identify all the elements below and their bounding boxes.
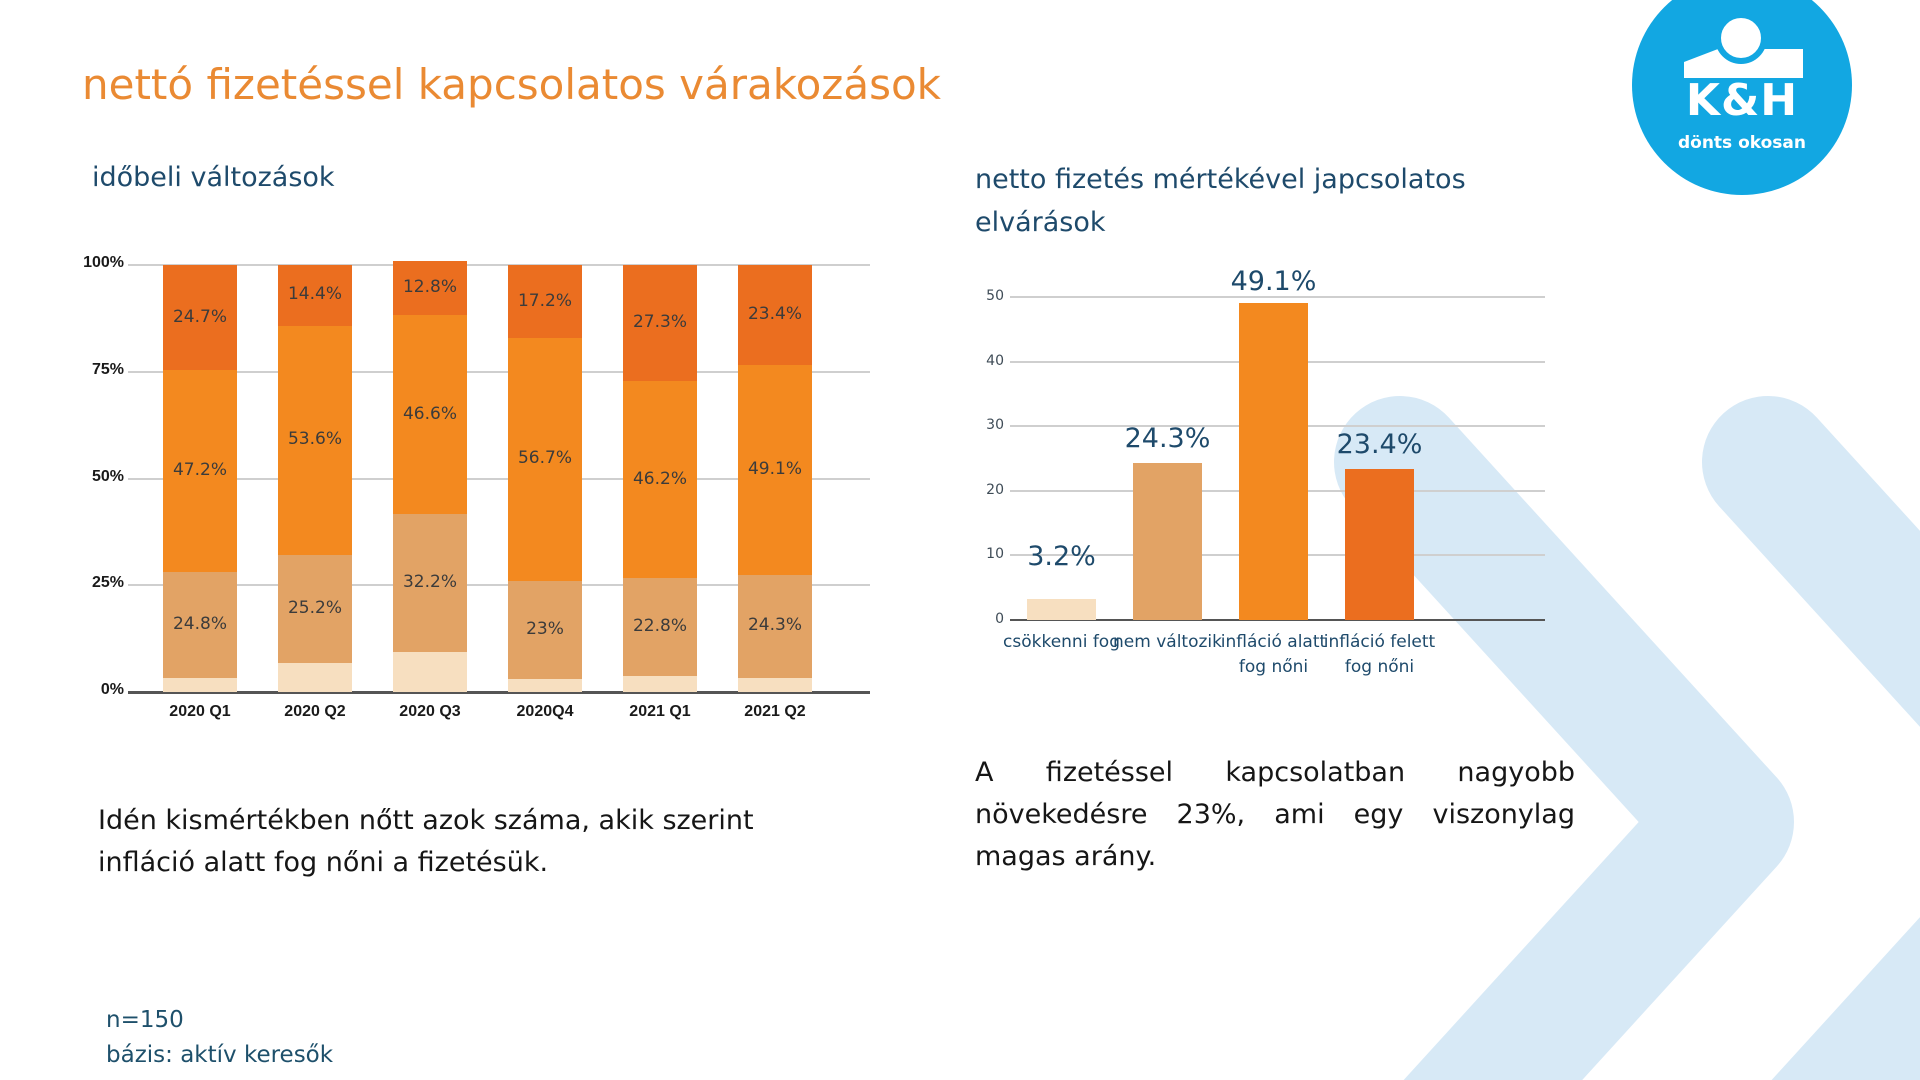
bar-value-label: 24.8% xyxy=(172,613,227,634)
y-tick-label: 0 xyxy=(995,611,1004,627)
bar-bar_cream xyxy=(1027,599,1096,620)
kh-logo-pictogram xyxy=(1684,12,1803,78)
y-tick-label: 0% xyxy=(100,681,124,698)
y-tick-label: 20 xyxy=(986,481,1004,498)
page-title: nettó fizetéssel kapcsolatos várakozások xyxy=(82,60,941,109)
chevron-shape-left xyxy=(1334,396,1794,1080)
bar-segment-bar_orange xyxy=(278,326,352,555)
sample-size: n=150 xyxy=(106,1007,184,1033)
bar-value-label: 23.4% xyxy=(747,303,802,324)
right-chart-title: netto fizetés mértékével japcsolatos elv… xyxy=(975,164,1466,239)
kh-logo: K&H dönts okosan xyxy=(1632,0,1852,195)
bar-segment-bar_deep_orange xyxy=(163,265,237,371)
bar-value-label: 47.2% xyxy=(172,460,227,481)
bar-bar_orange xyxy=(1239,302,1308,620)
bar-segment-bar_tan xyxy=(393,514,467,652)
bar-value-label: 27.3% xyxy=(632,311,687,332)
bar-value-label: 14.4% xyxy=(287,284,342,305)
bar-segment-bar_deep_orange xyxy=(623,264,697,382)
bar-value-label: 32.2% xyxy=(402,572,457,593)
bar-segment-bar_orange xyxy=(163,370,237,572)
base-description: bázis: aktív keresők xyxy=(106,1041,334,1068)
bar-segment-bar_tan xyxy=(623,578,697,676)
kh-logo-tagline: dönts okosan xyxy=(1677,133,1806,153)
category-label: infláció felett fog nőni xyxy=(1323,632,1436,677)
bar-value-label: 3.2% xyxy=(1027,541,1096,573)
left-chart-title: időbeli változások xyxy=(92,162,335,193)
bar-value-label: 56.7% xyxy=(517,448,572,469)
category-label: 2020 Q3 xyxy=(399,703,461,720)
y-tick-label: 50% xyxy=(91,467,124,485)
bar-segment-bar_orange xyxy=(623,381,697,579)
bar-segment-bar_orange xyxy=(738,364,812,575)
left-insight-text: Idén kismértékben nőtt azok száma, akik … xyxy=(98,805,754,878)
bar-chart: 0 10 20 30 40 50 3.2% csökkenni fog 24.3% nem vál… xyxy=(986,266,1590,705)
gridline xyxy=(128,584,870,587)
bar-bar_tan xyxy=(1133,463,1202,620)
gridline xyxy=(1010,296,1545,298)
y-tick-label: 30 xyxy=(986,417,1004,434)
bar-segment-bar_deep_orange xyxy=(278,264,352,327)
bar-value-label: 49.1% xyxy=(747,458,802,479)
bar-value-label: 24.3% xyxy=(747,615,802,636)
y-tick-label: 50 xyxy=(986,288,1004,304)
bar-segment-bar_orange xyxy=(508,338,582,581)
bar-segment-bar_cream xyxy=(278,662,352,692)
bar-segment-bar_cream xyxy=(623,675,697,692)
bar-value-label: 25.2% xyxy=(287,597,342,618)
stacked-bar-chart: 0%25%50%75%100%3.3%24.8%47.2%24.7%2020 Q… xyxy=(70,254,900,755)
category-label: nem változik xyxy=(1113,632,1222,652)
bar-segment-bar_orange xyxy=(393,315,467,515)
bar-segment-bar_deep_orange xyxy=(738,265,812,365)
x-axis-line xyxy=(1010,619,1545,621)
right-insight-text: A fizetéssel kapcsolatban nagyobb növeke… xyxy=(975,757,1575,872)
category-label: 2021 Q1 xyxy=(629,703,691,720)
chevron-shape-right xyxy=(1702,396,1920,1080)
y-tick-label: 40 xyxy=(986,352,1004,369)
category-label: 2020Q4 xyxy=(516,703,574,720)
bar-segment-bar_tan xyxy=(738,574,812,679)
bar-segment-bar_tan xyxy=(163,572,237,678)
bar-value-label: 49.1% xyxy=(1230,265,1317,297)
y-tick-label: 10 xyxy=(986,546,1004,563)
bar-segment-bar_deep_orange xyxy=(393,260,467,316)
category-label: 2020 Q1 xyxy=(169,703,231,720)
bar-segment-bar_deep_orange xyxy=(508,265,582,339)
bar-value-label: 24.7% xyxy=(172,306,227,327)
bar-value-label: 23.4% xyxy=(1336,428,1423,460)
category-label: 2020 Q2 xyxy=(284,703,346,720)
bar-segment-bar_tan xyxy=(508,580,582,679)
bar-value-label: 12.8% xyxy=(402,277,457,298)
footnote: n=150 bázis: aktív keresők xyxy=(106,1003,333,1072)
bar-value-label: 24.3% xyxy=(1124,423,1211,455)
bar-segment-bar_cream xyxy=(738,678,812,692)
bar-value-label: 17.2% xyxy=(517,290,572,311)
category-label: infláció alatt fog nőni xyxy=(1220,632,1327,677)
y-tick-label: 100% xyxy=(83,254,124,271)
bar-value-label: 46.6% xyxy=(402,403,457,424)
bar-bar_deep_orange xyxy=(1345,468,1414,620)
bar-value-label: 22.8% xyxy=(632,616,687,637)
bar-segment-bar_cream xyxy=(163,677,237,692)
bar-segment-bar_tan xyxy=(278,554,352,663)
gridline xyxy=(128,264,870,266)
y-tick-label: 25% xyxy=(91,574,124,592)
kh-logo-brand: K&H xyxy=(1685,75,1799,126)
bar-value-label: 53.6% xyxy=(287,429,342,450)
category-label: 2021 Q2 xyxy=(744,703,806,720)
bar-value-label: 23% xyxy=(526,618,564,639)
gridline xyxy=(128,370,870,373)
category-label: csökkenni fog xyxy=(1003,632,1120,652)
bar-segment-bar_cream xyxy=(393,651,467,692)
bar-segment-bar_cream xyxy=(508,678,582,692)
bar-value-label: 46.2% xyxy=(632,468,687,489)
gridline xyxy=(128,477,870,480)
x-axis-line xyxy=(128,690,870,694)
y-tick-label: 75% xyxy=(91,360,124,378)
